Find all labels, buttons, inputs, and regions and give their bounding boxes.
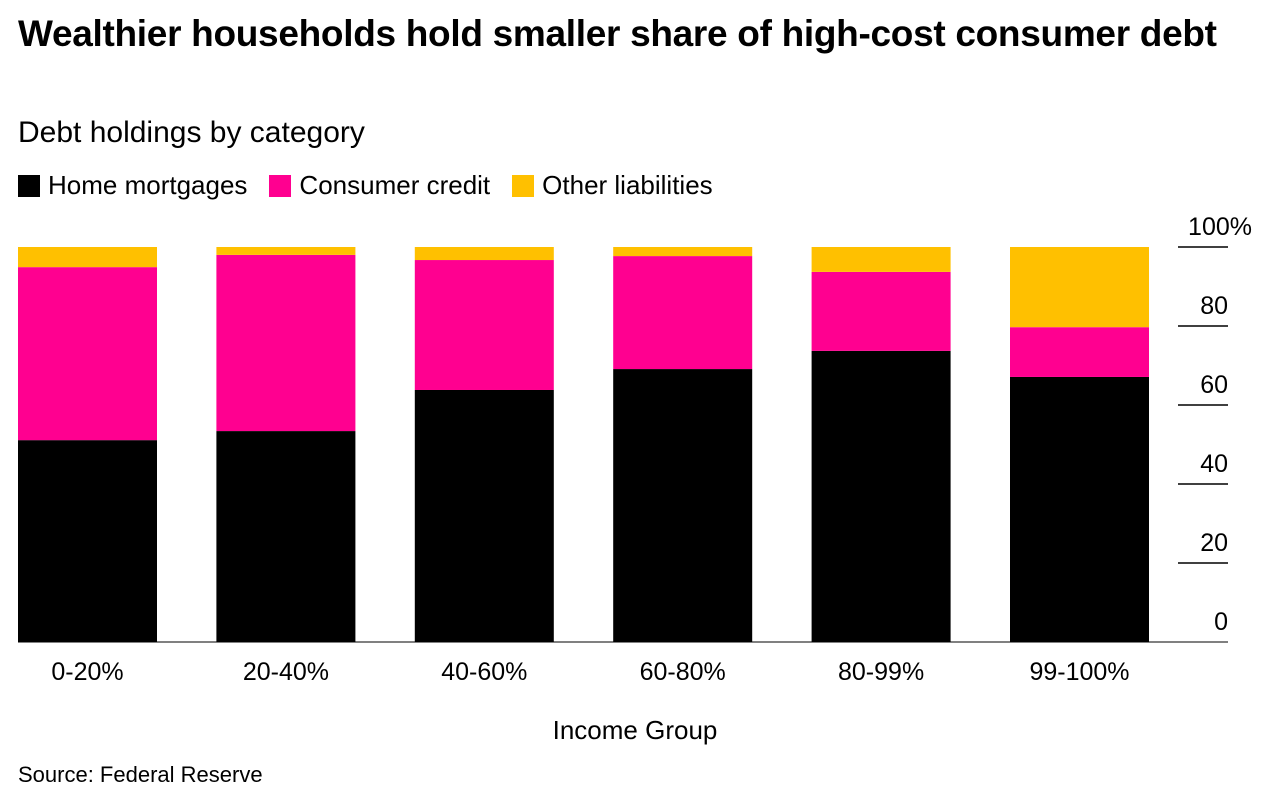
x-tick-label: 99-100% — [1029, 658, 1129, 686]
legend-swatch — [512, 174, 535, 197]
y-tick-label: 60 — [1200, 371, 1228, 399]
source-note: Source: Federal Reserve — [18, 762, 263, 787]
legend-item: Other liabilities — [512, 170, 713, 201]
bar-segment — [811, 271, 951, 351]
bar-segment — [216, 247, 356, 255]
y-tick-label: 0 — [1214, 608, 1228, 636]
bar-segment — [414, 389, 554, 642]
x-tick-label: 40-60% — [441, 658, 527, 686]
chart-title: Wealthier households hold smaller share … — [18, 13, 1217, 54]
legend-item: Consumer credit — [269, 170, 490, 201]
x-tick-label: 80-99% — [838, 658, 924, 686]
x-tick-label: 60-80% — [640, 658, 726, 686]
bar-segment — [414, 247, 554, 261]
bar-segment — [613, 247, 753, 257]
x-tick-label: 0-20% — [51, 658, 123, 686]
legend-label: Home mortgages — [48, 170, 248, 200]
legend-item: Home mortgages — [18, 170, 247, 201]
legend-swatch — [18, 174, 40, 197]
bar-segment — [811, 350, 951, 642]
x-axis-title: Income Group — [553, 715, 718, 745]
bar-segment — [216, 254, 356, 432]
y-tick-label: 20 — [1200, 529, 1228, 557]
legend-label: Consumer credit — [299, 170, 491, 200]
bar-segment — [613, 369, 753, 642]
bar-segment — [1010, 247, 1149, 328]
bar-segment — [18, 247, 157, 268]
y-tick-label: 40 — [1200, 450, 1228, 478]
bar-segment — [613, 256, 753, 370]
legend: Home mortgages Consumer credit Other liabi… — [18, 170, 713, 201]
x-tick-label: 20-40% — [243, 658, 329, 686]
bar-segment — [1010, 327, 1149, 377]
bar-segment — [1010, 376, 1149, 642]
bar-segment — [811, 247, 951, 272]
legend-swatch — [269, 174, 292, 197]
bar-segment — [18, 267, 157, 441]
bar-segment — [414, 260, 554, 390]
bar-segment — [18, 440, 157, 642]
bar-segment — [216, 431, 356, 642]
chart-subtitle: Debt holdings by category — [18, 116, 365, 149]
legend-label: Other liabilities — [542, 170, 713, 200]
y-tick-label: 80 — [1200, 292, 1228, 320]
y-tick-label: 100% — [1188, 213, 1252, 241]
